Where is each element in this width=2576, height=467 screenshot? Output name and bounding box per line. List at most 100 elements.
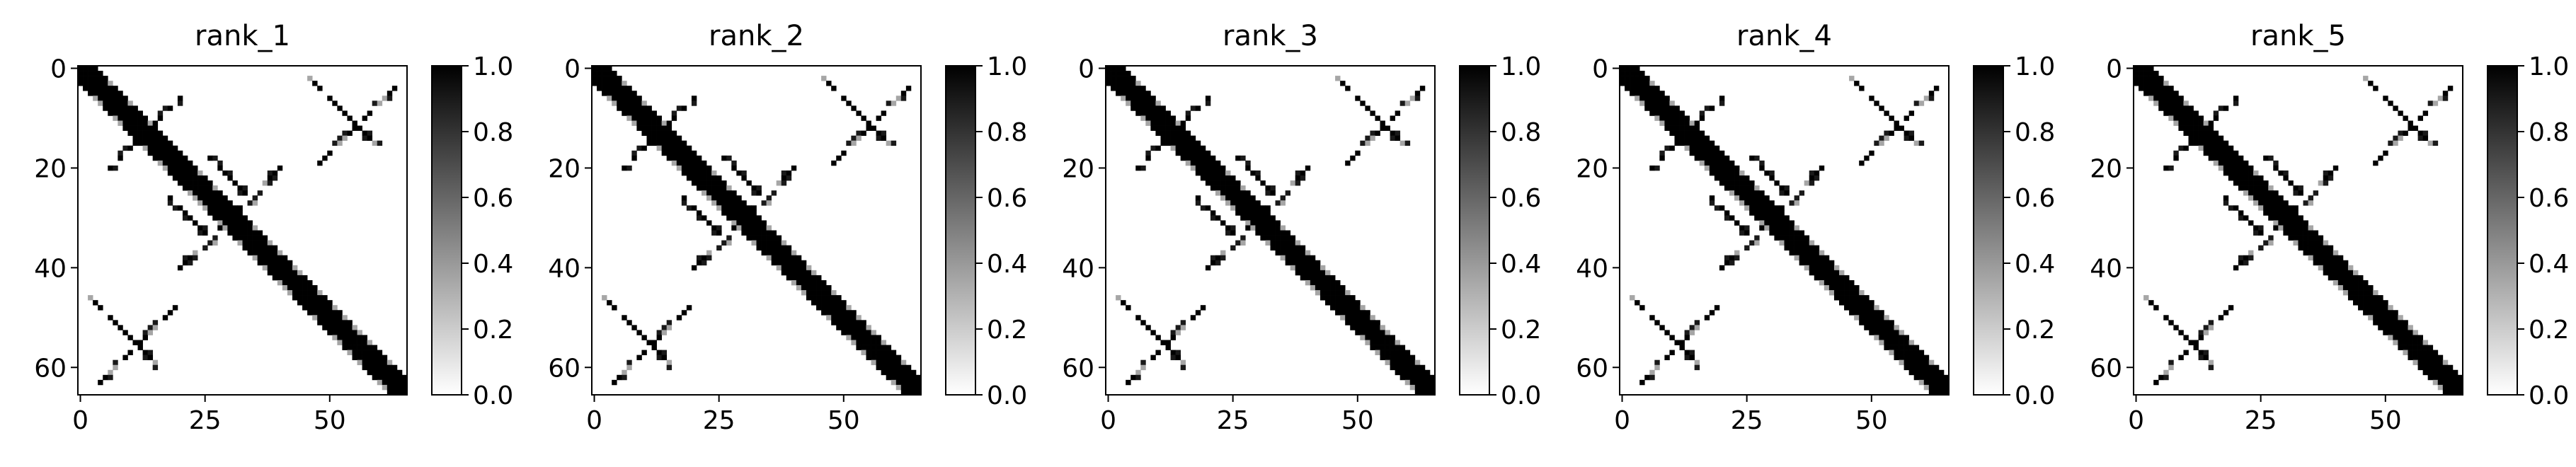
heatmap-cell	[2378, 295, 2383, 301]
heatmap-cell	[1879, 335, 1884, 340]
heatmap-cell	[2398, 340, 2403, 345]
heatmap-cell	[876, 350, 881, 355]
heatmap-cell	[696, 210, 702, 216]
heatmap-cell	[1350, 310, 1356, 316]
heatmap-cell	[2283, 215, 2289, 221]
heatmap-cell	[1669, 105, 1675, 111]
heatmap-cell	[706, 165, 712, 171]
heatmap-cell	[895, 364, 902, 371]
heatmap-cell	[1250, 205, 1256, 211]
heatmap-cell	[1620, 71, 1625, 76]
heatmap-cell	[132, 140, 138, 146]
heatmap-cell	[1175, 330, 1181, 335]
heatmap-cell	[1375, 350, 1380, 355]
heatmap-cell	[1220, 180, 1226, 186]
heatmap-cell	[2293, 240, 2299, 246]
heatmap-cell	[1674, 135, 1680, 142]
heatmap-cell	[2208, 150, 2214, 156]
heatmap-cell	[177, 100, 183, 106]
heatmap-cell	[1849, 76, 1855, 81]
heatmap-cell	[2178, 100, 2184, 106]
heatmap-cell	[1260, 225, 1266, 231]
heatmap-cell	[1899, 359, 1904, 366]
heatmap-cell	[122, 110, 128, 116]
heatmap-cell	[122, 120, 128, 126]
heatmap-cell	[1210, 160, 1216, 166]
heatmap-cell	[242, 220, 248, 226]
heatmap-cell	[661, 325, 668, 330]
heatmap-cell	[656, 120, 662, 126]
heatmap-cell	[2273, 220, 2279, 226]
heatmap-cell	[152, 135, 159, 142]
heatmap-cell	[2288, 205, 2294, 211]
heatmap-cell	[222, 220, 228, 226]
heatmap-cell	[2263, 180, 2269, 186]
heatmap-cell	[1694, 155, 1700, 161]
heatmap-cell	[816, 290, 822, 296]
heatmap-cell	[1260, 180, 1266, 186]
heatmap-cell	[2308, 225, 2313, 231]
heatmap-cell	[118, 155, 123, 161]
colorbar-tick-label: 0.6	[2015, 184, 2055, 213]
heatmap-cell	[1135, 374, 1141, 381]
heatmap-cell	[137, 130, 143, 136]
heatmap-cell	[741, 230, 747, 236]
heatmap-cell	[1789, 230, 1794, 236]
heatmap-cell	[1644, 86, 1650, 91]
heatmap-cell	[1295, 265, 1301, 271]
heatmap-cell	[222, 195, 228, 201]
heatmap-cell	[2427, 354, 2434, 361]
heatmap-cell	[317, 295, 323, 301]
heatmap-cell	[1210, 170, 1216, 176]
heatmap-cell	[2208, 320, 2214, 325]
heatmap-cell	[1290, 245, 1296, 251]
heatmap-cell	[1639, 100, 1645, 106]
heatmap-cell	[1195, 145, 1201, 151]
heatmap-cell	[2408, 330, 2413, 335]
y-tick-label: 40	[34, 254, 67, 283]
heatmap-cell	[1694, 130, 1700, 136]
y-tick-label: 40	[548, 254, 580, 283]
heatmap-cell	[2393, 140, 2398, 146]
colorbar-tick-label: 0.6	[2529, 184, 2569, 213]
heatmap-cell	[651, 140, 657, 146]
heatmap-cell	[342, 335, 348, 340]
heatmap-cell	[212, 215, 218, 221]
heatmap-cell	[242, 245, 248, 251]
heatmap-cell	[142, 350, 148, 355]
heatmap-cell	[132, 130, 138, 136]
heatmap-cell	[2233, 165, 2239, 171]
heatmap-cell	[2437, 379, 2444, 386]
heatmap-cell	[1749, 200, 1755, 206]
heatmap-cell	[1889, 335, 1894, 340]
heatmap-cell	[1923, 96, 1930, 101]
heatmap-cell	[357, 330, 362, 335]
heatmap-cell	[247, 250, 253, 256]
heatmap-cell	[2442, 374, 2449, 381]
heatmap-cell	[1794, 250, 1799, 256]
heatmap-cell	[2393, 105, 2398, 111]
heatmap-cell	[1704, 140, 1710, 146]
heatmap-cell	[157, 110, 164, 116]
heatmap-cell	[1679, 340, 1685, 345]
heatmap-cell	[391, 389, 398, 396]
heatmap-cell	[711, 195, 717, 201]
heatmap-cell	[2223, 150, 2229, 156]
heatmap-cell	[1709, 150, 1715, 156]
heatmap-cell	[2383, 300, 2388, 306]
heatmap-cell	[1839, 285, 1845, 291]
heatmap-cell	[1739, 195, 1745, 201]
heatmap-cell	[1869, 330, 1874, 335]
heatmap-cell	[2288, 230, 2294, 236]
heatmap-cell	[2178, 354, 2184, 361]
heatmap-cell	[2238, 165, 2244, 171]
heatmap-cell	[1180, 145, 1186, 151]
heatmap-cell	[367, 345, 373, 350]
heatmap-cell	[1943, 384, 1950, 391]
heatmap-cell	[1704, 135, 1710, 142]
heatmap-cell	[636, 120, 642, 126]
heatmap-cell	[2308, 195, 2313, 201]
heatmap-cell	[1205, 180, 1211, 186]
heatmap-cell	[1390, 350, 1395, 355]
heatmap-cell	[1918, 379, 1925, 386]
